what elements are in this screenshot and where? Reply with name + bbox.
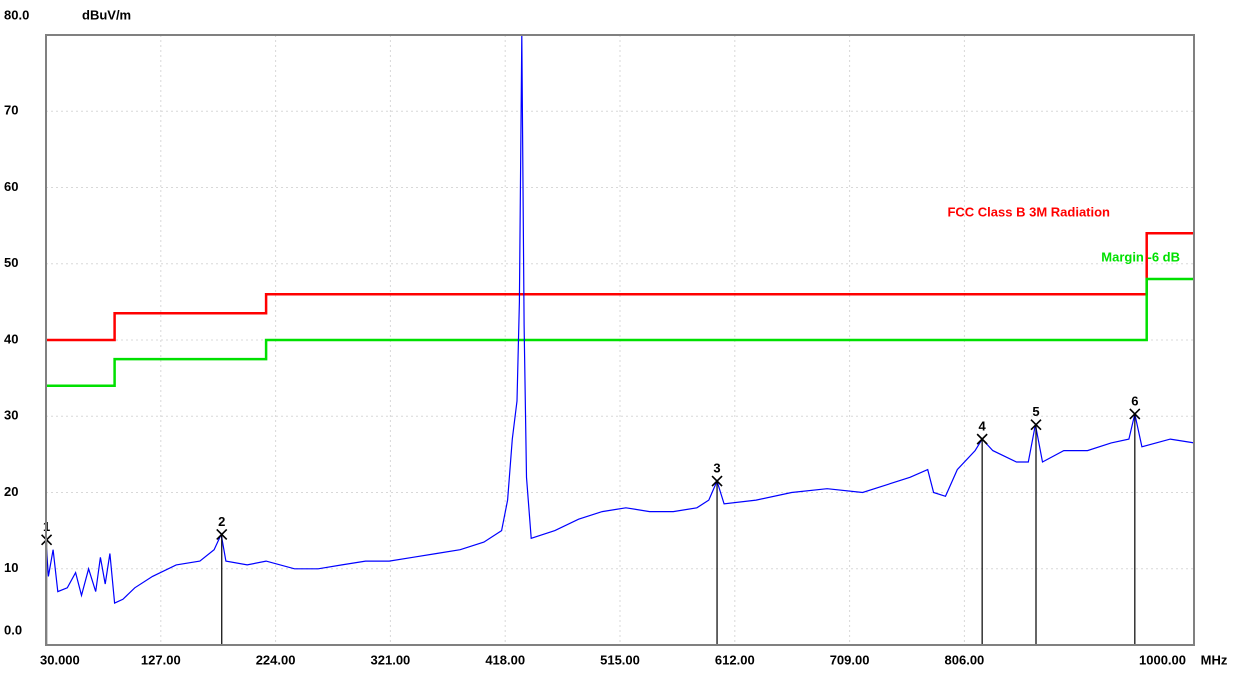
x-tick-label: 1000.00 bbox=[1139, 652, 1186, 667]
marker-label: 4 bbox=[979, 419, 987, 434]
y-tick-label: 70 bbox=[4, 103, 18, 118]
marker-cross bbox=[976, 433, 988, 445]
marker-cross bbox=[216, 528, 228, 541]
series-line bbox=[46, 277, 1194, 388]
x-unit: MHz bbox=[1201, 652, 1228, 667]
series-line bbox=[45, 34, 1195, 604]
x-tick-label: 224.00 bbox=[256, 652, 296, 667]
marker-cross bbox=[1129, 408, 1141, 420]
x-tick-label: 806.00 bbox=[945, 652, 985, 667]
y-tick-label: 40 bbox=[4, 331, 18, 346]
x-tick-label: 515.00 bbox=[600, 652, 640, 667]
x-tick-label: 612.00 bbox=[715, 652, 755, 667]
x-tick-label: 30.000 bbox=[40, 652, 80, 667]
marker-cross bbox=[1030, 419, 1042, 431]
marker-label: 5 bbox=[1032, 404, 1039, 419]
plot-frame bbox=[45, 34, 1195, 646]
x-tick-label: 709.00 bbox=[830, 652, 870, 667]
y-tick-label: 20 bbox=[4, 484, 18, 499]
x-tick-label: 127.00 bbox=[141, 652, 181, 667]
marker-label: 6 bbox=[1131, 393, 1138, 408]
y-tick-label: 30 bbox=[4, 408, 18, 423]
marker-label: 2 bbox=[218, 514, 225, 529]
marker-label: 3 bbox=[713, 461, 720, 476]
y-tick-label: 60 bbox=[4, 179, 18, 194]
x-tick-label: 321.00 bbox=[371, 652, 411, 667]
y-tick-label: 80.0 bbox=[4, 7, 29, 22]
y-tick-label: 0.0 bbox=[4, 622, 22, 637]
x-tick-label: 418.00 bbox=[485, 652, 525, 667]
y-tick-label: 10 bbox=[4, 560, 18, 575]
series-line bbox=[46, 232, 1194, 342]
y-tick-label: 50 bbox=[4, 255, 18, 270]
legend-label: Margin -6 dB bbox=[1101, 249, 1180, 264]
marker-cross bbox=[711, 475, 723, 487]
y-unit: dBuV/m bbox=[82, 7, 131, 22]
legend-label: FCC Class B 3M Radiation bbox=[947, 204, 1110, 219]
